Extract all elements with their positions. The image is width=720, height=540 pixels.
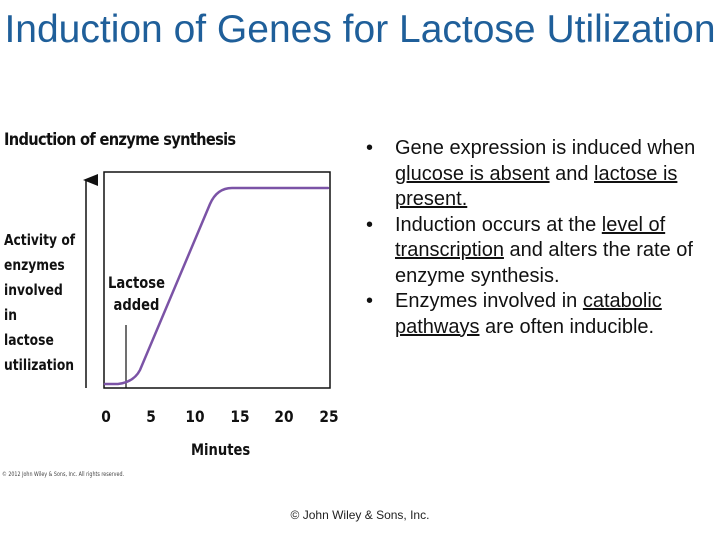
bullet-dot-icon: • [366, 213, 374, 236]
induction-graph [83, 171, 331, 389]
bullet-item: • Induction occurs at the level of trans… [366, 213, 693, 287]
bullet-item: • Gene expression is induced when glucos… [366, 137, 696, 211]
figure-copyright: © 2012 John Wiley & Sons, Inc. All right… [2, 471, 125, 478]
x-tick-label: 5 [146, 407, 156, 426]
x-tick-label: 0 [101, 407, 111, 426]
underlined-term: level of transcription [395, 213, 666, 262]
x-tick-label: 20 [274, 407, 294, 426]
slide-title: Induction of Genes for Lactose Utilizati… [4, 8, 716, 51]
bullet-dot-icon: • [366, 290, 374, 312]
bullet-item: • Enzymes involved in catabolic pathways… [366, 290, 662, 338]
x-axis-label: Minutes [191, 440, 251, 459]
x-tick-label: 25 [319, 407, 339, 426]
enzyme-activity-curve [103, 186, 330, 386]
footer-copyright: © John Wiley & Sons, Inc. [290, 508, 430, 522]
bullet-list: • Gene expression is induced when glucos… [364, 136, 720, 340]
bullet-dot-icon: • [366, 137, 374, 159]
x-tick-label: 10 [185, 407, 205, 426]
figure-heading: Induction of enzyme synthesis [4, 130, 236, 150]
lactose-added-label: Lactose added [108, 273, 165, 314]
underlined-term: catabolic pathways [395, 290, 662, 338]
x-tick-label: 15 [230, 407, 250, 426]
induction-figure: Induction of enzyme synthesis Activity o… [0, 120, 350, 490]
underlined-term: glucose is absent [395, 162, 550, 185]
underlined-term: lactose is present. [395, 162, 678, 211]
y-axis-label: Activity of enzymes involved in lactose … [4, 231, 76, 374]
plot-frame [103, 171, 331, 389]
